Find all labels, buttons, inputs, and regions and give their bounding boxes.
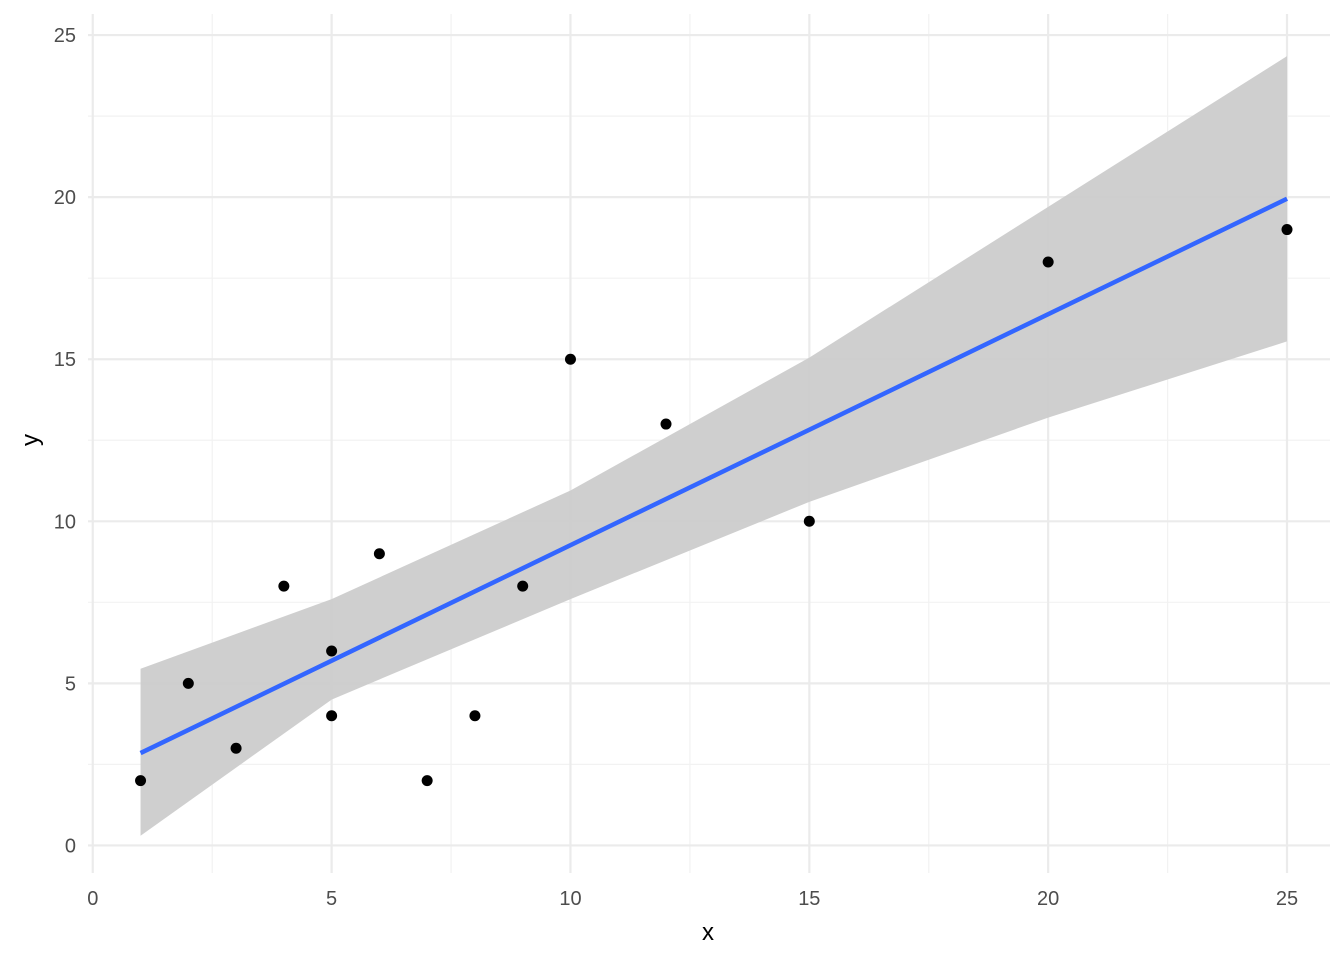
- y-tick-label: 15: [54, 349, 76, 371]
- y-tick-label: 5: [65, 673, 76, 695]
- x-axis-tick-labels: 0 5 10 15 20 25: [87, 888, 1298, 910]
- y-axis-tick-labels: 0 5 10 15 20 25: [54, 25, 76, 857]
- data-point: [1042, 256, 1054, 268]
- y-tick-label: 20: [54, 187, 76, 209]
- data-point: [278, 580, 290, 592]
- x-tick-label: 0: [87, 888, 98, 910]
- data-point: [326, 710, 338, 722]
- data-point: [421, 775, 433, 787]
- data-point: [373, 548, 385, 560]
- x-tick-label: 15: [798, 888, 820, 910]
- x-tick-label: 5: [326, 888, 337, 910]
- x-tick-label: 10: [559, 888, 581, 910]
- y-tick-label: 10: [54, 511, 76, 533]
- data-point: [517, 580, 529, 592]
- x-tick-label: 25: [1276, 888, 1298, 910]
- x-axis-title: x: [702, 919, 714, 946]
- confidence-band: [140, 56, 1288, 836]
- regression-line: [139, 196, 1288, 756]
- data-point: [660, 418, 672, 430]
- y-axis-title: y: [17, 434, 44, 446]
- data-point: [182, 677, 194, 689]
- data-point: [326, 645, 338, 657]
- data-point: [803, 515, 815, 527]
- data-point: [1281, 224, 1293, 236]
- data-points: [135, 224, 1293, 787]
- data-point: [230, 742, 242, 754]
- data-point: [469, 710, 481, 722]
- x-tick-label: 20: [1037, 888, 1059, 910]
- y-tick-label: 0: [65, 835, 76, 857]
- data-point: [564, 353, 576, 365]
- y-tick-label: 25: [54, 25, 76, 47]
- data-point: [135, 775, 147, 787]
